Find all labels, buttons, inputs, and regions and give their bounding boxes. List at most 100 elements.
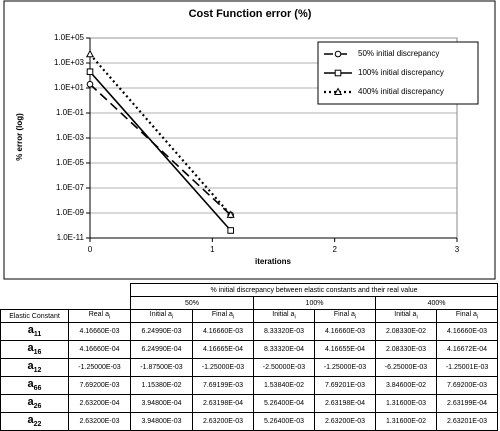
x-tick-label: 1 — [210, 245, 215, 254]
label-text: Initial a — [149, 311, 172, 319]
label-text: Initial a — [394, 311, 417, 319]
cell: -1.87500E-03 — [130, 358, 193, 377]
symbol: a — [27, 378, 34, 391]
cell: 3.94800E-04 — [130, 394, 193, 413]
group-label: 400% — [374, 296, 499, 310]
subscript: 12 — [33, 367, 42, 375]
cell: 4.16665E-04 — [192, 340, 254, 359]
legend-marker — [333, 87, 343, 95]
y-tick-label: 1.0E+03 — [54, 58, 85, 67]
marker — [226, 210, 235, 218]
row-label: a16 — [0, 340, 69, 359]
series-line — [89, 53, 232, 216]
cell: 4.16660E-03 — [68, 322, 131, 341]
cell: 2.63198E-04 — [192, 394, 254, 413]
group-header-row: % initial discrepancy between elastic co… — [1, 283, 499, 297]
column-header: Initial ai — [130, 309, 193, 323]
y-tick-label: 1.0E-07 — [56, 183, 85, 192]
series-line — [89, 83, 232, 216]
row-label: a22 — [0, 412, 69, 431]
subscript: i — [416, 314, 418, 321]
group-label: 100% — [253, 296, 376, 310]
cell: 7.69199E-03 — [192, 376, 254, 395]
y-tick-label: 1.0E-01 — [56, 108, 85, 117]
label-text: Final a — [455, 311, 477, 319]
cell: 2.63200E-03 — [314, 412, 376, 431]
data-row: a12 -1.25000E-03 -1.87500E-03 -1.25000E-03-… — [0, 358, 499, 377]
subscript: i — [354, 314, 357, 321]
cell: 8.33320E-03 — [253, 322, 315, 341]
label-text: Real a — [88, 311, 109, 319]
row-label: a11 — [0, 322, 69, 341]
y-tick-label: 1.0E+05 — [54, 33, 85, 42]
x-tick-label: 0 — [88, 245, 93, 254]
label-text: Initial a — [272, 311, 295, 319]
cell: 8.33320E-04 — [253, 340, 315, 359]
column-header: Initial ai — [253, 309, 315, 323]
symbol: a — [27, 396, 34, 409]
data-row: a26 2.63200E-04 3.94800E-04 2.63198E-04 5.26… — [0, 394, 499, 413]
marker — [86, 80, 94, 88]
cell: 2.63198E-04 — [314, 394, 376, 413]
symbol: a — [27, 360, 34, 373]
subscript: 66 — [33, 385, 42, 393]
y-tick-label: 1.0E-05 — [56, 158, 85, 167]
column-header: Final ai — [192, 309, 254, 323]
chart-title: Cost Function error (%) — [189, 8, 312, 20]
cell: 4.16660E-03 — [192, 322, 254, 341]
chart: Cost Function error (%) % error (log) it… — [3, 0, 496, 280]
row-label: a12 — [0, 358, 69, 377]
cell: -6.25000E-03 — [375, 358, 437, 377]
cell: 1.31600E-02 — [375, 412, 437, 431]
cell: 1.15380E-02 — [130, 376, 193, 395]
cell: -1.25000E-03 — [68, 358, 131, 377]
column-header-row: Elastic Constant Real ai Initial ai Final a… — [0, 309, 499, 323]
cell: -1.25001E-03 — [435, 358, 499, 377]
column-header: Final ai — [314, 309, 376, 323]
cell: 7.69200E-03 — [435, 376, 499, 395]
column-header: Initial ai — [375, 309, 437, 323]
cell: 2.63200E-03 — [192, 412, 254, 431]
blank-cell — [1, 284, 131, 297]
cell: 2.08330E-03 — [375, 340, 437, 359]
cell: 4.16655E-04 — [314, 340, 376, 359]
y-axis-label: % error (log) — [15, 113, 24, 161]
subscript: i — [108, 314, 111, 321]
subscript: 11 — [33, 331, 42, 339]
label-text: Final a — [333, 311, 355, 319]
y-tick-label: 1.0E-09 — [56, 208, 85, 217]
cell: 2.08330E-02 — [375, 322, 437, 341]
group-header: % initial discrepancy between elastic co… — [129, 283, 499, 297]
y-tick-label: 1.0E+01 — [54, 83, 85, 92]
cell: -1.25000E-03 — [192, 358, 254, 377]
cell: 2.63201E-03 — [435, 412, 499, 431]
row-header: Elastic Constant — [0, 309, 69, 323]
subscript: 26 — [33, 403, 42, 411]
cell: 1.53840E-02 — [253, 376, 315, 395]
subscript: 16 — [33, 349, 42, 357]
y-tick-label: 1.0E-11 — [57, 233, 85, 242]
x-tick-label: 2 — [332, 245, 337, 254]
subscript: i — [476, 314, 479, 321]
cell: 6.24990E-03 — [130, 322, 193, 341]
cell: -1.25000E-03 — [314, 358, 376, 377]
cell: 7.69201E-03 — [314, 376, 376, 395]
cell: 3.94800E-03 — [130, 412, 193, 431]
subscript: i — [171, 314, 174, 321]
group-row: 50% 100% 400% — [1, 296, 499, 310]
cell: 4.16660E-03 — [314, 322, 376, 341]
legend-marker — [334, 50, 342, 58]
data-row: a11 4.16660E-03 6.24990E-03 4.16660E-03 8.33… — [0, 322, 499, 341]
subscript: i — [294, 314, 296, 321]
y-tick-label: 1.0E-03 — [56, 133, 85, 142]
symbol: a — [27, 324, 34, 337]
cell: 3.84600E-02 — [375, 376, 437, 395]
row-label: a66 — [0, 376, 69, 395]
marker — [86, 68, 94, 76]
marker — [85, 49, 95, 58]
data-row: a66 7.69200E-03 1.15380E-02 7.69199E-03 1.53… — [0, 376, 499, 395]
x-tick-label: 3 — [455, 245, 460, 254]
row-label: a26 — [0, 394, 69, 413]
legend-label: 50% initial discrepancy — [358, 49, 439, 58]
marker — [227, 227, 234, 234]
